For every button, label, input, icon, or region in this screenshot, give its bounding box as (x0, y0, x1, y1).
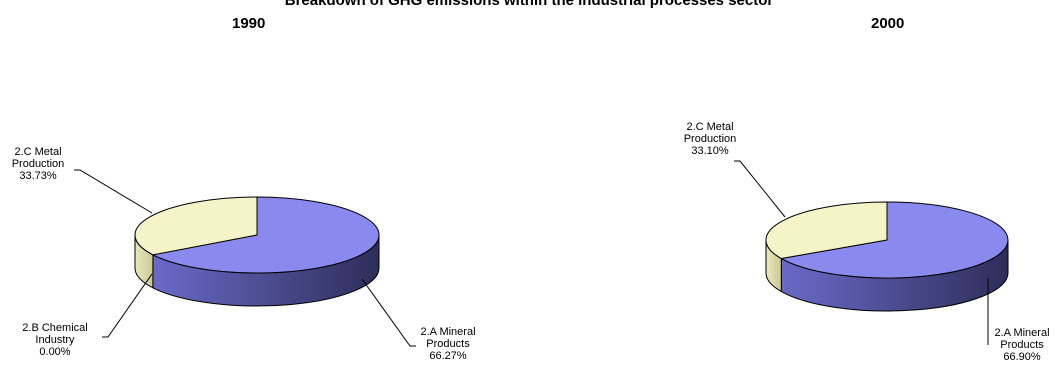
data-label-2-c-metal-production: 2.C Metal Production 33.10% (684, 121, 737, 157)
pie-1990: 2.A Mineral Products 66.27% 2.B Chemical Ind… (12, 146, 476, 362)
slice-2-a-mineral-products (779, 201, 1009, 279)
chart-title: Breakdown of GHG emissions within the in… (284, 0, 774, 9)
slice-2-c-metal-production (134, 196, 258, 256)
leader-line-2-a-mineral-products (361, 278, 416, 347)
pie-2000: 2.A Mineral Products 66.90% 2.C Metal Produc… (684, 121, 1050, 363)
leader-line-2-b-chemical-industry (102, 273, 153, 338)
data-label-2-a-mineral-products: 2.A Mineral Products 66.27% (420, 326, 475, 362)
leader-line-2-c-metal-production (74, 169, 153, 214)
data-label-2-a-mineral-products: 2.A Mineral Products 66.90% (994, 327, 1049, 363)
pie-title-2000: 2000 (871, 15, 905, 32)
pie-title-1990: 1990 (232, 15, 266, 32)
leader-line-2-c-metal-production (734, 160, 786, 218)
data-label-2-c-metal-production: 2.C Metal Production 33.73% (12, 146, 65, 182)
slice-2-a-mineral-products (151, 196, 380, 274)
slice-2-c-metal-production (765, 201, 888, 260)
data-label-2-b-chemical-industry: 2.B Chemical Industry 0.00% (22, 322, 87, 358)
